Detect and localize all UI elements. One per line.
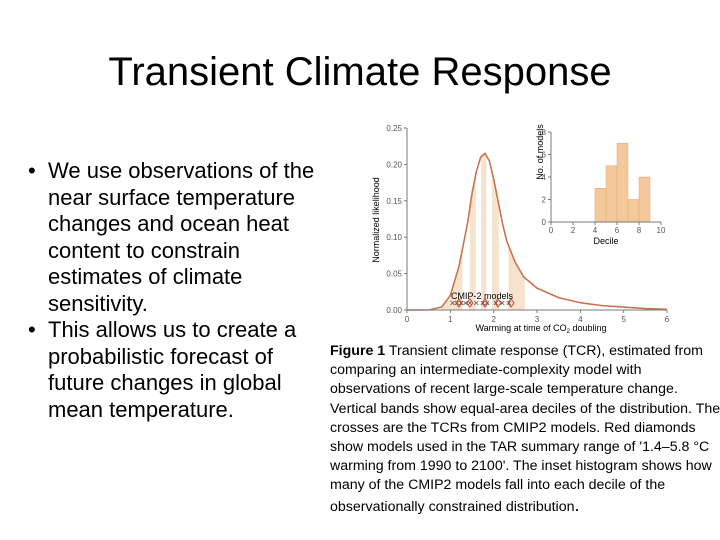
bullet-item: • We use observations of the near surfac… (28, 158, 328, 317)
bullet-text: We use observations of the near surface … (48, 158, 315, 316)
x-axis-label: Warming at time of CO2 doubling (475, 323, 606, 335)
inset-y-tick-label: 6 (542, 151, 547, 160)
y-tick-label: 0.20 (386, 160, 402, 169)
inset-x-axis-label: Decile (593, 236, 618, 246)
x-tick-label: 2 (491, 315, 496, 324)
x-axis-label-subscript: 2 (567, 329, 571, 335)
y-axis-label: Normalized likelihood (371, 177, 381, 263)
cmip2-cross (484, 300, 490, 306)
cmip2-cross (454, 300, 460, 306)
y-tick-label: 0.15 (386, 197, 402, 206)
x-tick-label: 4 (578, 315, 583, 324)
inset-x-tick-label: 2 (571, 226, 576, 235)
inset-x-tick-label: 4 (593, 226, 598, 235)
decile-band (491, 171, 499, 310)
slide-title: Transient Climate Response (108, 50, 612, 94)
inset-y-tick-label: 4 (542, 173, 547, 182)
legend-label: CMIP-2 models (451, 291, 514, 301)
decile-bar (638, 176, 651, 223)
inset-y-axis-label: No. of models (535, 124, 545, 180)
inset-x-tick-label: 8 (637, 226, 642, 235)
decile-band (508, 245, 525, 310)
likelihood-curve (407, 152, 668, 311)
x-axis-label-part: Warming at time of CO (475, 323, 566, 333)
tar-diamond (507, 298, 515, 308)
x-tick-label: 5 (621, 315, 626, 324)
x-tick-label: 0 (405, 315, 410, 324)
decile-bar (616, 143, 629, 223)
x-tick-label: 1 (448, 315, 453, 324)
decile-bar (627, 199, 640, 223)
inset-x-tick-label: 10 (657, 226, 666, 235)
cmip2-cross (506, 300, 512, 306)
cmip2-cross (458, 300, 464, 306)
decile-band (469, 173, 476, 310)
x-tick-label: 6 (665, 315, 670, 324)
cmip2-cross (500, 300, 505, 306)
likelihood-plot: 0.00 0.05 0.10 0.15 0.20 0.25 0 1 2 3 4 5 6 CMIP-2 m… (371, 124, 670, 335)
figure-caption: Figure 1 Transient climate response (TCR… (330, 342, 720, 517)
inset-x-tick-label: 0 (549, 226, 554, 235)
y-tick-label: 0.25 (386, 124, 402, 133)
x-axis-label-part: doubling (570, 323, 607, 333)
inset-x-tick-label: 6 (615, 226, 620, 235)
tar-diamond (494, 298, 502, 308)
cmip2-cross (493, 300, 499, 306)
decile-band (441, 248, 463, 310)
bullet-marker: • (28, 158, 36, 183)
caption-end: . (574, 494, 580, 515)
decile-histogram-inset: 0 2 4 6 8 0 2 4 6 8 10 No. of models Decile (527, 124, 667, 246)
bullet-list: • We use observations of the near surfac… (28, 158, 328, 423)
cmip2-cross (480, 300, 486, 306)
tar-diamond (455, 298, 463, 308)
caption-text: Transient climate response (TCR), estima… (330, 343, 720, 515)
bullet-item: • This allows us to create a probabilist… (28, 317, 328, 423)
x-tick-label: 3 (535, 315, 540, 324)
y-tick-label: 0.10 (386, 233, 402, 242)
decile-band (481, 153, 487, 310)
cmip2-cross (474, 300, 479, 306)
cmip2-cross (463, 300, 468, 306)
inset-y-tick-label: 2 (542, 196, 547, 205)
y-tick-label: 0.00 (386, 306, 402, 315)
inset-y-tick-label: 8 (542, 128, 547, 137)
caption-label: Figure 1 (330, 343, 386, 359)
cmip2-cross (450, 300, 455, 306)
decile-bar (594, 188, 607, 223)
decile-bar (605, 165, 618, 223)
bullet-marker: • (28, 317, 36, 342)
tcr-chart: 0.00 0.05 0.10 0.15 0.20 0.25 0 1 2 3 4 5 6 CMIP-2 m… (371, 124, 670, 335)
bullet-text: This allows us to create a probabilistic… (48, 317, 297, 422)
tar-diamond (481, 298, 489, 308)
tar-diamond (466, 298, 474, 308)
cmip2-cross (467, 300, 473, 306)
inset-y-tick-label: 0 (542, 218, 547, 227)
y-tick-label: 0.05 (386, 270, 402, 279)
